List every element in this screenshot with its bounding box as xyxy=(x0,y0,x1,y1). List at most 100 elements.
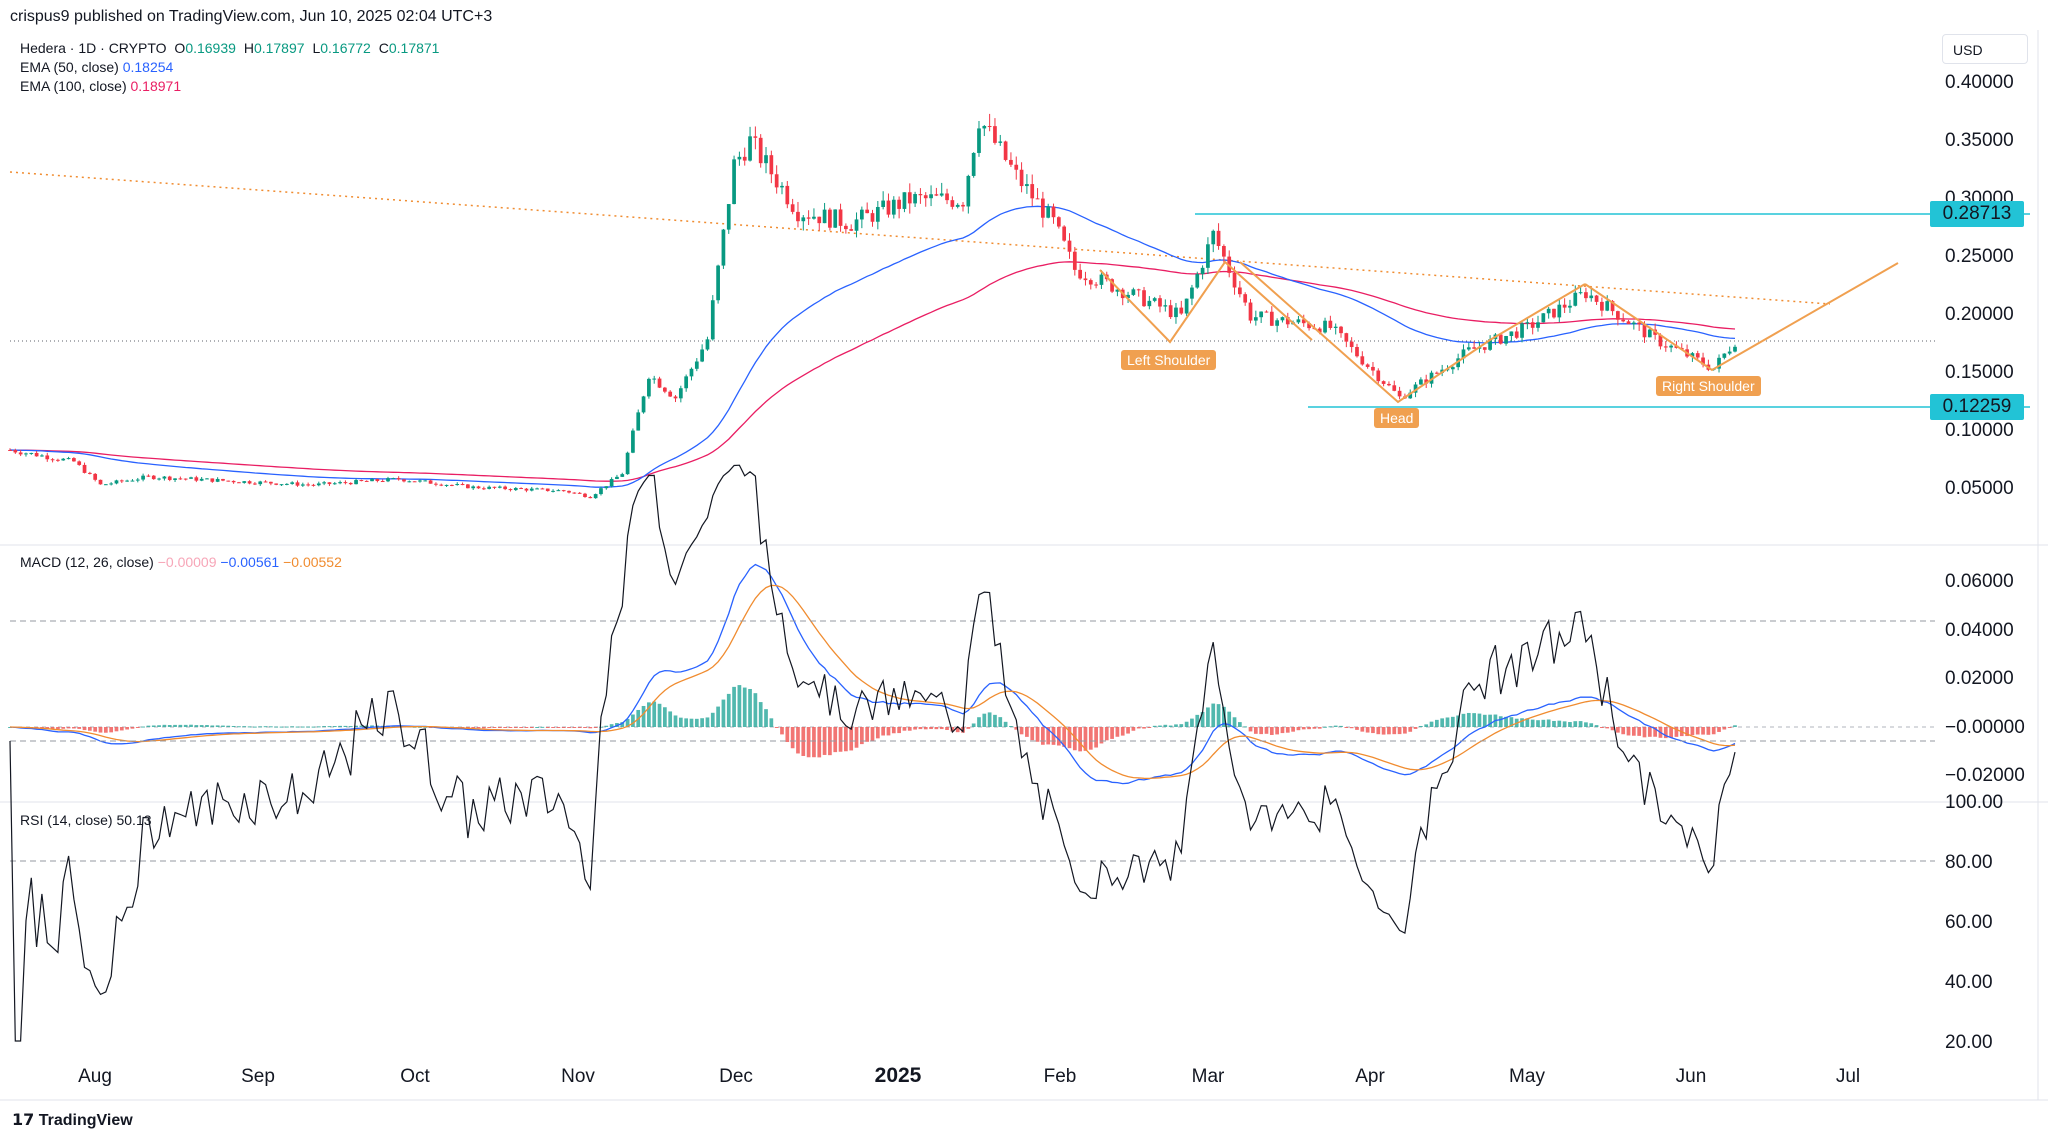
candle-body xyxy=(258,481,263,485)
macd-histogram-bar xyxy=(1610,727,1615,731)
rsi-axis-tick: 40.00 xyxy=(1945,972,1993,993)
candle-body xyxy=(226,480,231,482)
candle-body xyxy=(1637,322,1642,325)
macd-histogram-bar xyxy=(1717,727,1721,732)
candle-body xyxy=(1019,169,1024,187)
candle-body xyxy=(1578,292,1583,294)
candle-body xyxy=(561,490,566,492)
candle-body xyxy=(1717,357,1721,369)
time-axis-tick: Mar xyxy=(1191,1066,1225,1087)
candle-body xyxy=(1136,289,1141,291)
candle-body xyxy=(647,378,651,397)
macd-histogram-bar xyxy=(1253,727,1258,734)
candle-body xyxy=(1498,334,1503,344)
time-axis-tick: Jul xyxy=(1835,1066,1861,1087)
candle-body xyxy=(1333,326,1338,328)
candle-body xyxy=(1727,351,1732,354)
candle-body xyxy=(875,206,880,222)
candle-body xyxy=(572,492,577,494)
ema50-value: 0.18254 xyxy=(122,59,174,75)
candle-body xyxy=(247,481,252,484)
candle-body xyxy=(72,458,76,462)
candle-body xyxy=(56,459,60,461)
rsi-axis-tick: 60.00 xyxy=(1945,912,1993,933)
candle-body xyxy=(513,488,518,491)
candle-body xyxy=(801,217,806,222)
candle-body xyxy=(439,484,444,486)
candle-body xyxy=(1520,323,1524,338)
candle-body xyxy=(1546,308,1551,314)
candle-body xyxy=(231,480,236,483)
candle-body xyxy=(215,478,220,482)
macd-histogram-bar xyxy=(1520,718,1524,727)
candle-body xyxy=(817,216,822,224)
candle-body xyxy=(77,461,82,465)
candle-body xyxy=(263,481,268,483)
macd-histogram-bar xyxy=(1621,727,1626,735)
candle-body xyxy=(8,449,12,451)
candle-body xyxy=(982,126,987,129)
macd-histogram-bar xyxy=(300,726,305,728)
candle-body xyxy=(1078,269,1082,279)
macd-histogram-bar xyxy=(1530,719,1535,727)
macd-histogram-bar xyxy=(1009,726,1013,728)
low-value: 0.16772 xyxy=(320,40,371,56)
macd-histogram-bar xyxy=(167,725,172,727)
candle-body xyxy=(1211,230,1216,245)
macd-histogram-bar xyxy=(1307,727,1311,730)
left-shoulder-pattern xyxy=(1099,260,1313,344)
candle-body xyxy=(556,490,561,492)
candle-body xyxy=(753,136,758,138)
macd-histogram-bar xyxy=(977,717,981,727)
candle-body xyxy=(897,199,901,209)
candle-body xyxy=(300,484,305,486)
macd-histogram-bar xyxy=(833,727,838,753)
macd-histogram-bar xyxy=(215,725,220,727)
macd-histogram-bar xyxy=(1222,706,1226,727)
candle-body xyxy=(1695,353,1700,358)
macd-histogram-bar xyxy=(1669,727,1673,738)
candle-body xyxy=(540,488,545,490)
candle-body xyxy=(939,193,944,196)
macd-histogram-bar xyxy=(50,727,55,729)
candle-body xyxy=(1296,319,1301,323)
candle-body xyxy=(332,483,337,485)
candle-body xyxy=(1647,329,1652,338)
macd-histogram-bar xyxy=(1312,727,1317,729)
macd-histogram-bar xyxy=(1685,727,1689,737)
candle-body xyxy=(1088,280,1093,285)
pane-separators xyxy=(0,30,2048,1101)
macd-histogram-bar xyxy=(641,705,646,727)
macd-histogram-bar xyxy=(418,726,422,728)
right-shoulder-pattern xyxy=(1584,262,1899,372)
candle-body xyxy=(641,396,646,413)
macd-histogram-bar xyxy=(529,727,534,728)
macd-histogram-bar xyxy=(1419,725,1423,727)
macd-histogram-bar xyxy=(694,718,699,727)
macd-axis-tick: 0.06000 xyxy=(1945,571,2014,592)
macd-histogram-bar xyxy=(859,727,864,745)
time-axis-tick: Aug xyxy=(78,1066,112,1087)
macd-histogram-bar xyxy=(1557,720,1562,727)
candle-body xyxy=(822,209,827,224)
currency-selector[interactable]: USD xyxy=(1942,34,2028,64)
macd-histogram-bar xyxy=(710,712,715,727)
candle-body xyxy=(290,482,295,484)
macd-line xyxy=(9,563,1736,785)
rsi-axis-tick: 100.00 xyxy=(1945,792,2004,813)
candle-body xyxy=(865,209,870,214)
candle-body xyxy=(854,219,859,231)
candle-body xyxy=(631,430,635,453)
rsi-legend: RSI (14, close) 50.13 xyxy=(20,812,152,828)
candle-body xyxy=(577,492,582,494)
head-label: Head xyxy=(1374,408,1420,428)
candle-body xyxy=(1339,326,1343,334)
candle-body xyxy=(1280,317,1285,321)
macd-histogram-bar xyxy=(721,699,726,727)
candle-body xyxy=(274,483,279,485)
candle-body xyxy=(1349,341,1354,348)
macd-histogram-bar xyxy=(609,724,614,727)
macd-histogram-bar xyxy=(1466,712,1471,727)
candle-body xyxy=(870,213,875,222)
